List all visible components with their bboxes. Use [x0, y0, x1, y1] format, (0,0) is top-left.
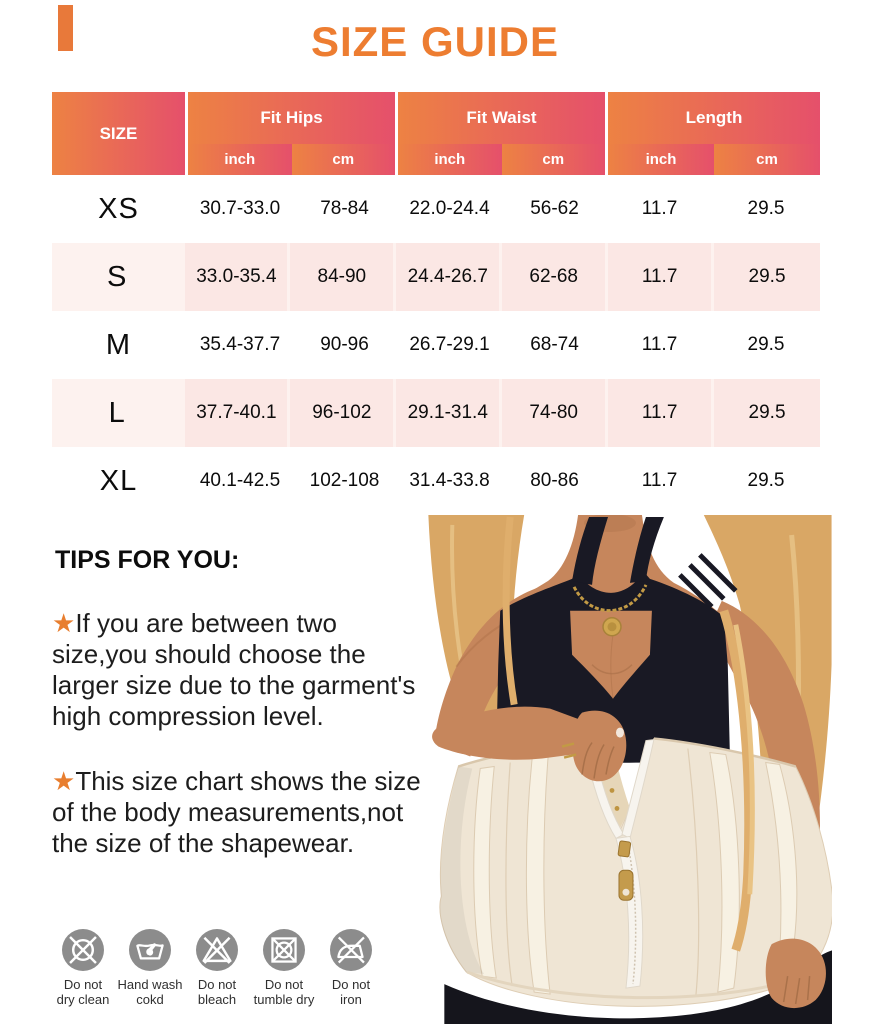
table-row: L 37.7-40.1 96-102 29.1-31.4 74-80 11.7 … [52, 379, 820, 447]
col-header-inch: inch [398, 144, 502, 175]
size-cell: XL [99, 464, 138, 497]
col-header-cm: cm [501, 144, 605, 175]
value-cell: 29.5 [711, 243, 820, 311]
col-header-inch: inch [188, 144, 292, 175]
value-cell: 29.5 [711, 379, 820, 447]
care-label: Hand wash cokd [117, 977, 183, 1007]
table-row: XL 40.1-42.5 102-108 31.4-33.8 80-86 11.… [52, 447, 820, 515]
value-cell: 68-74 [530, 334, 579, 355]
care-label: Do not dry clean [56, 977, 110, 1007]
care-instructions: Do not dry clean Hand wash cokd [51, 929, 383, 1007]
care-label: Do not iron [331, 977, 371, 1007]
col-group-fit-waist: Fit Waist inch cm [398, 92, 605, 175]
tip-line: This size chart shows the size [75, 766, 421, 796]
do-not-iron-icon [330, 929, 372, 971]
col-group-label: Fit Waist [398, 92, 605, 144]
value-cell: 33.0-35.4 [185, 243, 288, 311]
care-item: Do not tumble dry [252, 929, 316, 1007]
tips-heading: TIPS FOR YOU: [55, 546, 240, 574]
care-item: Do not dry clean [51, 929, 115, 1007]
col-header-cm: cm [291, 144, 395, 175]
do-not-tumble-dry-icon [263, 929, 305, 971]
value-cell: 24.4-26.7 [393, 243, 500, 311]
value-cell: 90-96 [320, 334, 369, 355]
do-not-dry-clean-icon [62, 929, 104, 971]
col-header-size: SIZE [52, 92, 185, 175]
value-cell: 62-68 [499, 243, 606, 311]
value-cell: 35.4-37.7 [199, 334, 281, 355]
care-item: Do not bleach [185, 929, 249, 1007]
care-item: Do not iron [319, 929, 383, 1007]
star-bullet-icon: ★ [52, 766, 76, 796]
value-cell: 11.7 [641, 334, 678, 355]
tip-line: high compression level. [52, 701, 324, 731]
size-table: SIZE Fit Hips inch cm Fit Waist inch cm … [52, 92, 820, 515]
size-cell: S [107, 260, 128, 293]
col-group-length: Length inch cm [608, 92, 820, 175]
care-label: Do not bleach [197, 977, 237, 1007]
table-row: M 35.4-37.7 90-96 26.7-29.1 68-74 11.7 2… [52, 311, 820, 379]
value-cell: 11.7 [641, 470, 678, 491]
value-cell: 102-108 [309, 470, 380, 491]
tip-line: size,you should choose the [52, 639, 366, 669]
tip-item: ★If you are between two size,you should … [52, 608, 415, 732]
col-header-inch: inch [608, 144, 714, 175]
value-cell: 40.1-42.5 [199, 470, 281, 491]
tip-line: the size of the shapewear. [52, 828, 355, 858]
value-cell: 11.7 [641, 198, 678, 219]
size-cell: M [105, 328, 132, 361]
size-cell: XS [98, 192, 139, 225]
tip-line: larger size due to the garment's [52, 670, 416, 700]
tip-item: ★This size chart shows the size of the b… [52, 766, 421, 859]
hand-wash-icon [129, 929, 171, 971]
value-cell: 96-102 [287, 379, 394, 447]
value-cell: 29.5 [747, 470, 785, 491]
value-cell: 74-80 [499, 379, 606, 447]
accent-bar [58, 5, 73, 51]
value-cell: 11.7 [605, 379, 712, 447]
value-cell: 11.7 [605, 243, 712, 311]
tip-line: of the body measurements,not [52, 797, 404, 827]
table-header: SIZE Fit Hips inch cm Fit Waist inch cm … [52, 92, 820, 175]
value-cell: 84-90 [287, 243, 394, 311]
value-cell: 29.5 [747, 198, 785, 219]
col-group-label: Length [608, 92, 820, 144]
value-cell: 56-62 [530, 198, 579, 219]
table-row: XS 30.7-33.0 78-84 22.0-24.4 56-62 11.7 … [52, 175, 820, 243]
model-photo [428, 515, 832, 1024]
do-not-bleach-icon [196, 929, 238, 971]
care-label: Do not tumble dry [253, 977, 315, 1007]
col-group-label: Fit Hips [188, 92, 395, 144]
value-cell: 26.7-29.1 [409, 334, 490, 355]
value-cell: 80-86 [530, 470, 579, 491]
tip-line: If you are between two [75, 608, 337, 638]
value-cell: 78-84 [320, 198, 369, 219]
care-item: Hand wash cokd [117, 929, 183, 1007]
page-title: SIZE GUIDE [310, 18, 560, 65]
value-cell: 29.1-31.4 [393, 379, 500, 447]
value-cell: 37.7-40.1 [185, 379, 288, 447]
col-header-cm: cm [714, 144, 820, 175]
value-cell: 22.0-24.4 [409, 198, 490, 219]
value-cell: 30.7-33.0 [199, 198, 281, 219]
value-cell: 31.4-33.8 [409, 470, 490, 491]
star-bullet-icon: ★ [52, 608, 76, 638]
col-group-fit-hips: Fit Hips inch cm [188, 92, 395, 175]
value-cell: 29.5 [747, 334, 785, 355]
size-cell: L [108, 396, 126, 429]
table-row: S 33.0-35.4 84-90 24.4-26.7 62-68 11.7 2… [52, 243, 820, 311]
